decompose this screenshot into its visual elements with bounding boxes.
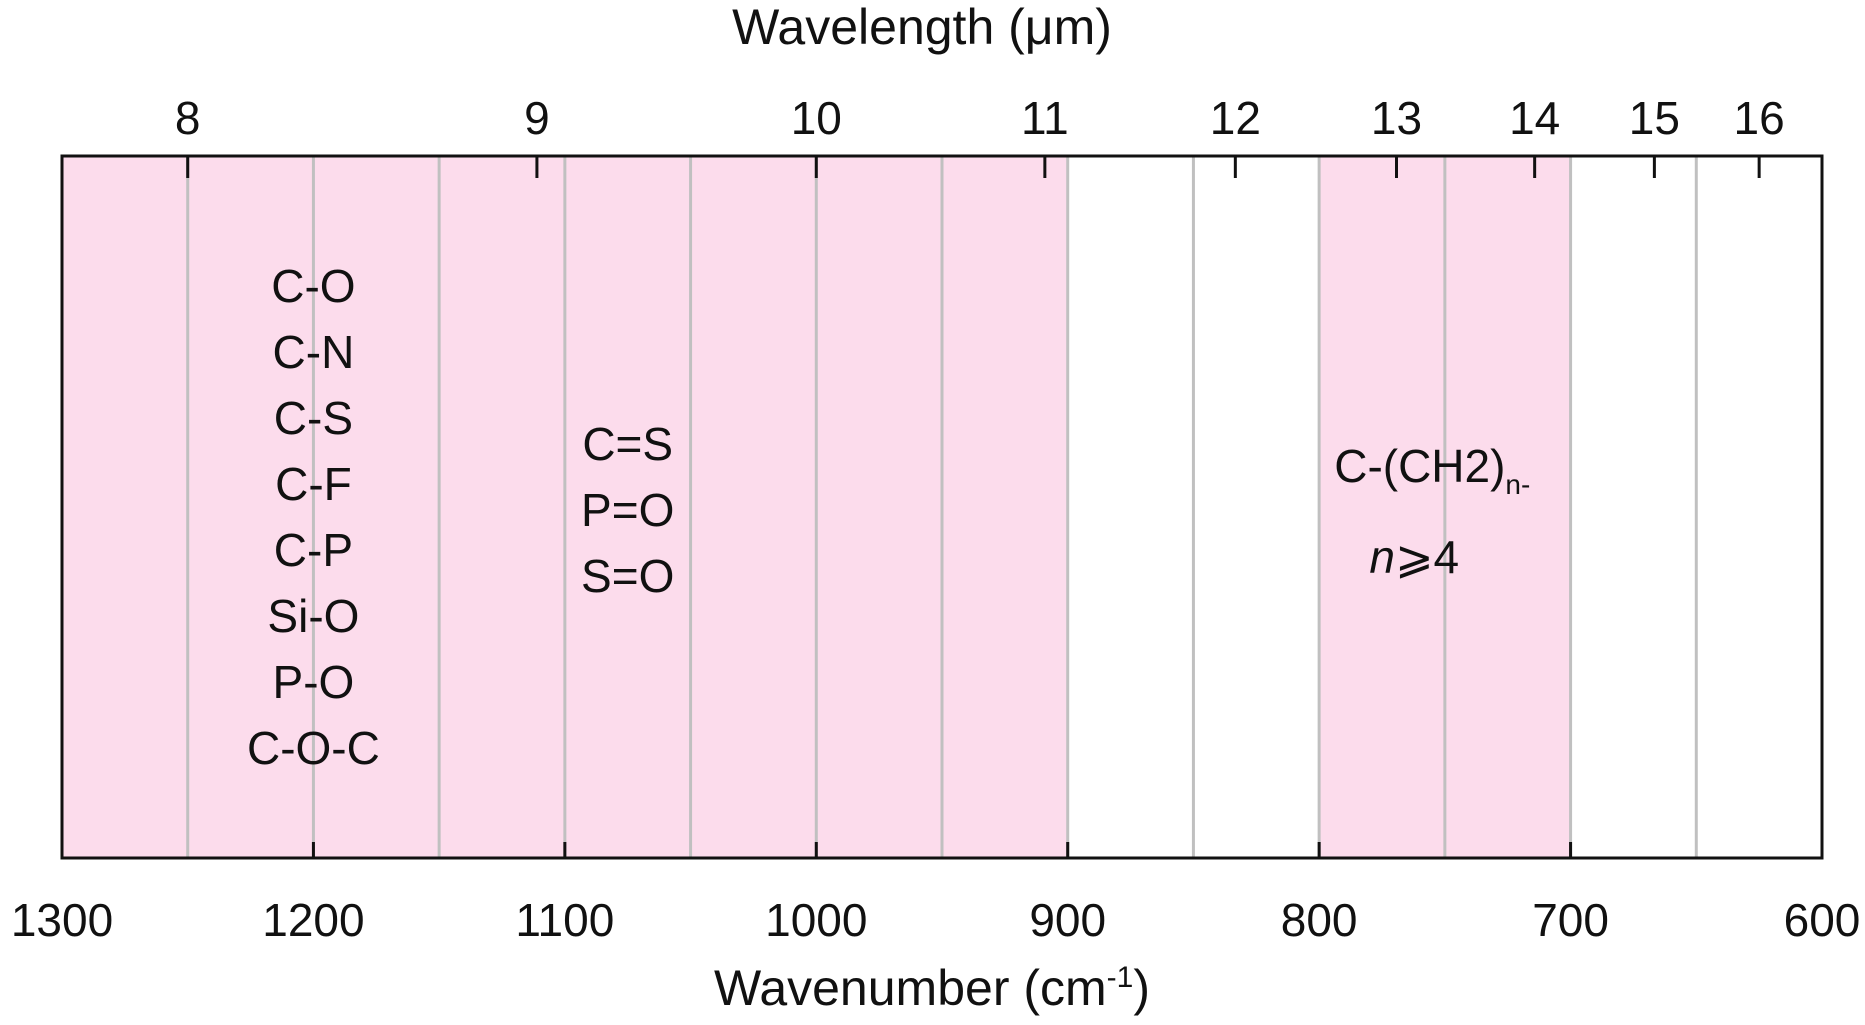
band-label-n-condition: n⩾4 [1369,531,1459,583]
band-label-0-1: C-N [273,326,355,378]
bottom-tick-label-700: 700 [1532,894,1609,946]
band-label-n-italic: n [1369,531,1395,583]
band-label-ch2-sub: n- [1505,469,1530,500]
bottom-axis-title-tail: ) [1133,960,1150,1016]
bottom-axis-title-main: Wavenumber (cm [714,960,1107,1016]
gridlines [186,156,1698,858]
band-label-ch2-main: C-(CH2) [1334,440,1505,492]
band-label-0-7: C-O-C [247,722,380,774]
top-tick-label-11: 11 [1021,92,1069,144]
bottom-axis-title-sup: -1 [1107,961,1134,994]
band-label-1-0: C=S [582,418,673,470]
top-tick-label-15: 15 [1629,92,1680,144]
bottom-tick-label-600: 600 [1784,894,1861,946]
bottom-tick-label-900: 900 [1029,894,1106,946]
top-tick-label-16: 16 [1734,92,1785,144]
band-label-n-rest: ⩾4 [1395,531,1459,583]
band-label-1-1: P=O [581,484,674,536]
band-label-0-0: C-O [271,260,355,312]
top-tick-label-13: 13 [1371,92,1422,144]
band-label-0-3: C-F [275,458,352,510]
bottom-tick-label-1000: 1000 [765,894,867,946]
band-label-ch2: C-(CH2)n- [1334,440,1530,500]
band-labels: C-(CH2)n- n⩾4 C-O C-N C-S C-F C-P Si-O P-O C-O-… [247,260,1530,774]
plot-frame [60,154,1824,860]
top-tick-label-8: 8 [175,92,201,144]
band-label-0-5: Si-O [267,590,359,642]
top-tick-label-10: 10 [791,92,842,144]
bottom-tick-label-1200: 1200 [262,894,364,946]
top-tick-label-14: 14 [1509,92,1560,144]
axis-ticks: 1300 1200 1100 1000 900 800 700 600 8 9 10 11 12 13 14… [11,92,1861,946]
band-label-0-6: P-O [273,656,355,708]
band-label-1-2: S=O [581,550,674,602]
top-tick-label-12: 12 [1210,92,1261,144]
bottom-tick-label-1300: 1300 [11,894,113,946]
bottom-tick-label-1100: 1100 [515,894,614,946]
top-tick-label-9: 9 [524,92,550,144]
band-label-0-4: C-P [274,524,353,576]
band-label-0-2: C-S [274,392,353,444]
bottom-tick-label-800: 800 [1281,894,1358,946]
top-axis-title: Wavelength (μm) [732,0,1112,55]
bottom-axis-title: Wavenumber (cm-1) [714,960,1150,1016]
